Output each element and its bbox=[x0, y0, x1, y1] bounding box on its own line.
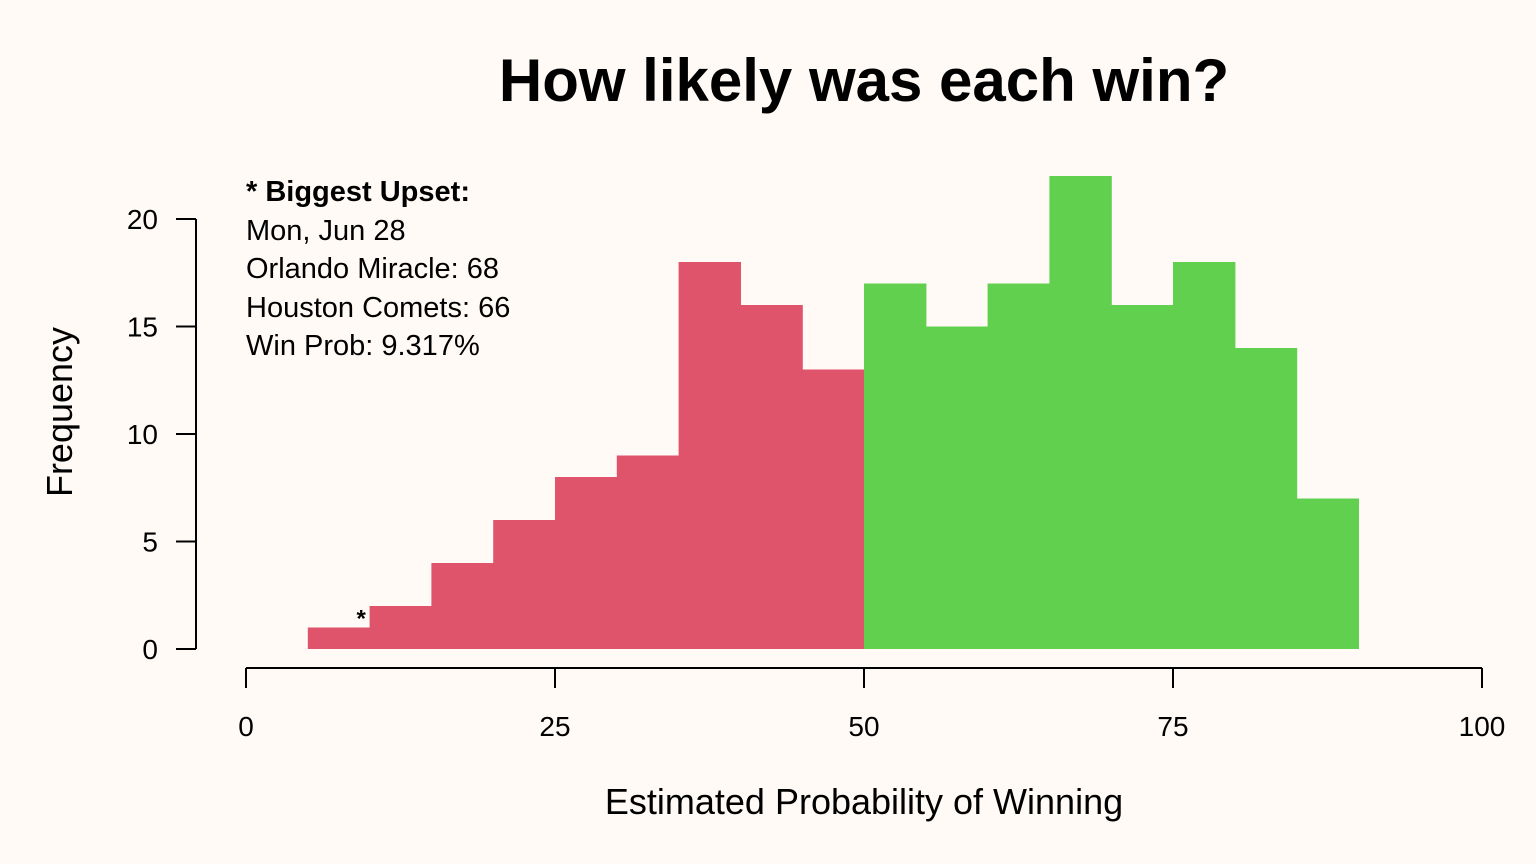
y-tick-label: 15 bbox=[127, 312, 158, 343]
histogram-bar bbox=[925, 326, 989, 649]
histogram-bar bbox=[802, 369, 865, 649]
histogram-bars bbox=[307, 176, 1359, 649]
y-tick-label: 10 bbox=[127, 419, 158, 450]
x-tick-label: 75 bbox=[1157, 711, 1188, 742]
histogram-bar bbox=[1234, 348, 1298, 649]
x-axis: 0 25 50 75 100 bbox=[238, 667, 1506, 742]
annotation-line: Mon, Jun 28 bbox=[246, 215, 406, 247]
histogram-bar bbox=[369, 606, 432, 649]
y-tick-label: 5 bbox=[142, 527, 158, 558]
x-axis-title: Estimated Probability of Winning bbox=[605, 781, 1123, 822]
x-tick-label: 100 bbox=[1459, 711, 1506, 742]
annotation-line: Orlando Miracle: 68 bbox=[246, 253, 499, 285]
annotation-line: Win Prob: 9.317% bbox=[246, 330, 480, 362]
histogram-bar bbox=[616, 455, 680, 649]
histogram-bar bbox=[555, 477, 618, 649]
y-axis: 0 5 10 15 20 bbox=[127, 204, 197, 665]
histogram-bar bbox=[493, 520, 556, 649]
x-tick-label: 0 bbox=[238, 711, 254, 742]
histogram-bar bbox=[431, 563, 494, 649]
histogram-bar bbox=[740, 305, 803, 649]
x-tick-label: 50 bbox=[848, 711, 879, 742]
histogram-bar bbox=[678, 262, 741, 649]
annotation-heading: * Biggest Upset: bbox=[246, 176, 470, 208]
histogram-bar bbox=[987, 283, 1050, 649]
y-axis-title: Frequency bbox=[39, 327, 80, 497]
y-tick-label: 20 bbox=[127, 204, 158, 235]
histogram-bar bbox=[1173, 262, 1236, 649]
y-tick-label: 0 bbox=[142, 634, 158, 665]
histogram-bar bbox=[1111, 305, 1174, 649]
annotation-line: Houston Comets: 66 bbox=[246, 292, 510, 324]
x-tick-label: 25 bbox=[539, 711, 570, 742]
chart-title: How likely was each win? bbox=[499, 47, 1229, 114]
upset-annotation: * Biggest Upset: Mon, Jun 28 Orlando Mir… bbox=[246, 176, 510, 362]
histogram-bar bbox=[864, 283, 927, 649]
histogram-bar bbox=[1049, 176, 1112, 649]
histogram-bar bbox=[1296, 498, 1359, 649]
histogram-bar bbox=[307, 627, 371, 649]
upset-marker: * bbox=[356, 606, 366, 633]
